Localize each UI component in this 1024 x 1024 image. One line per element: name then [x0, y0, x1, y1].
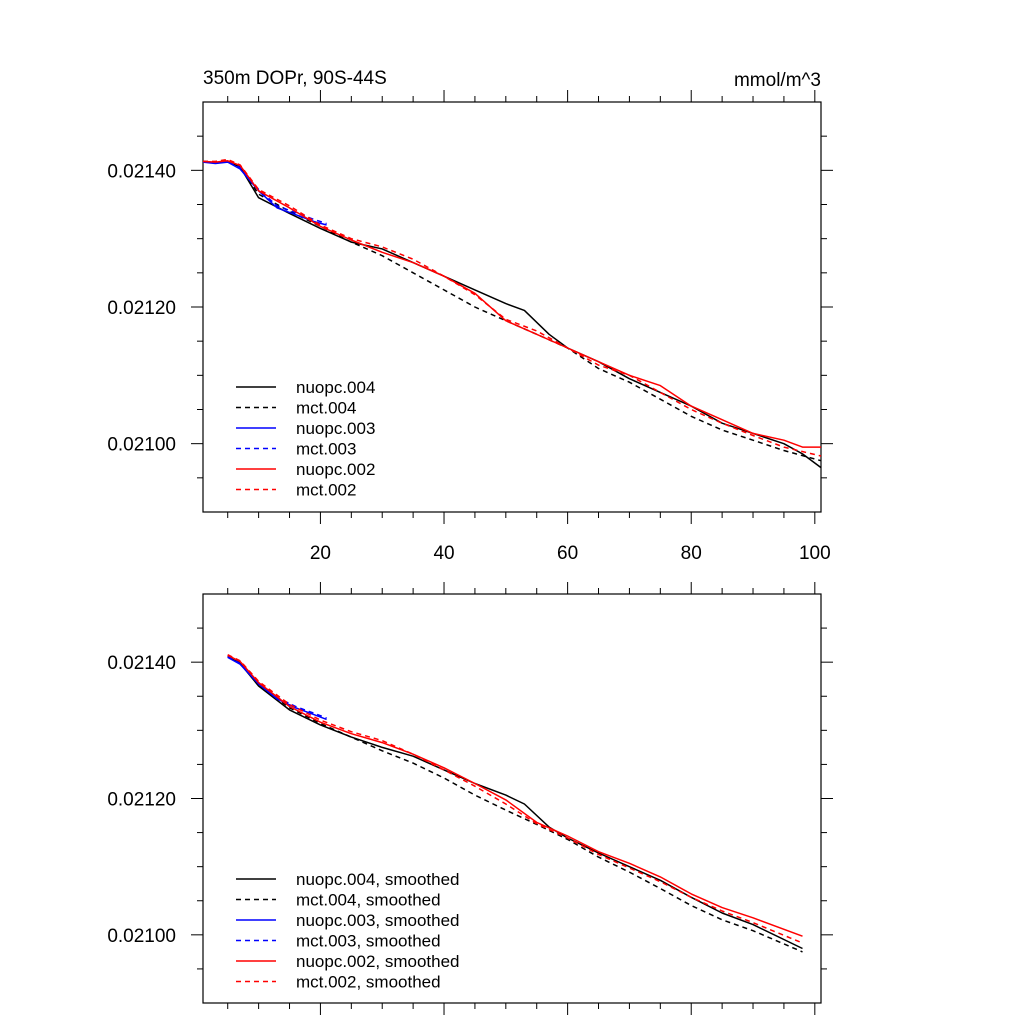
series-line: [227, 656, 327, 721]
x-tick-label: 60: [557, 543, 578, 564]
legend-entry: nuopc.004, smoothed: [296, 870, 460, 889]
y-tick-label: 0.02120: [107, 298, 176, 319]
series-line: [203, 158, 822, 457]
series-line: [202, 160, 822, 462]
legend-entry: mct.004: [296, 399, 356, 418]
units-label: mmol/m^3: [734, 70, 821, 91]
series-line: [227, 654, 803, 944]
x-tick-label: 100: [799, 543, 831, 564]
x-tick-label: 40: [433, 543, 454, 564]
x-tick-label: 80: [681, 543, 702, 564]
series-line: [227, 654, 803, 937]
y-tick-label: 0.02100: [107, 926, 176, 947]
chart-panel-2: 0.02140 0.02120 0.02100 nuopc.004, smoothed…: [107, 582, 833, 1015]
y-tick-label: 0.02100: [107, 435, 176, 456]
legend-entry: nuopc.003: [296, 419, 375, 438]
y-tick-label: 0.02140: [107, 161, 176, 182]
legend-entry: mct.003: [296, 440, 356, 459]
chart-title: 350m DOPr, 90S-44S: [203, 68, 387, 89]
legend-entry: mct.003, smoothed: [296, 932, 441, 951]
series-line: [202, 160, 327, 225]
legend-entry: nuopc.004: [296, 378, 375, 397]
chart-panel-1: 20 40 60 80 100 0.02140 0.02120 0.02100 350m DOP…: [107, 68, 833, 564]
y-tick-label: 0.02140: [107, 653, 176, 674]
legend-entry: nuopc.003, smoothed: [296, 911, 460, 930]
legend-entry: mct.002, smoothed: [296, 973, 441, 992]
legend-entry: nuopc.002: [296, 460, 375, 479]
y-tick-label: 0.02120: [107, 790, 176, 811]
series-line: [227, 655, 803, 953]
x-tick-label: 20: [310, 543, 331, 564]
legend-entry: mct.002: [296, 481, 356, 500]
series-line: [202, 160, 822, 469]
legend-entry: nuopc.002, smoothed: [296, 952, 460, 971]
legend-entry: mct.004, smoothed: [296, 891, 441, 910]
